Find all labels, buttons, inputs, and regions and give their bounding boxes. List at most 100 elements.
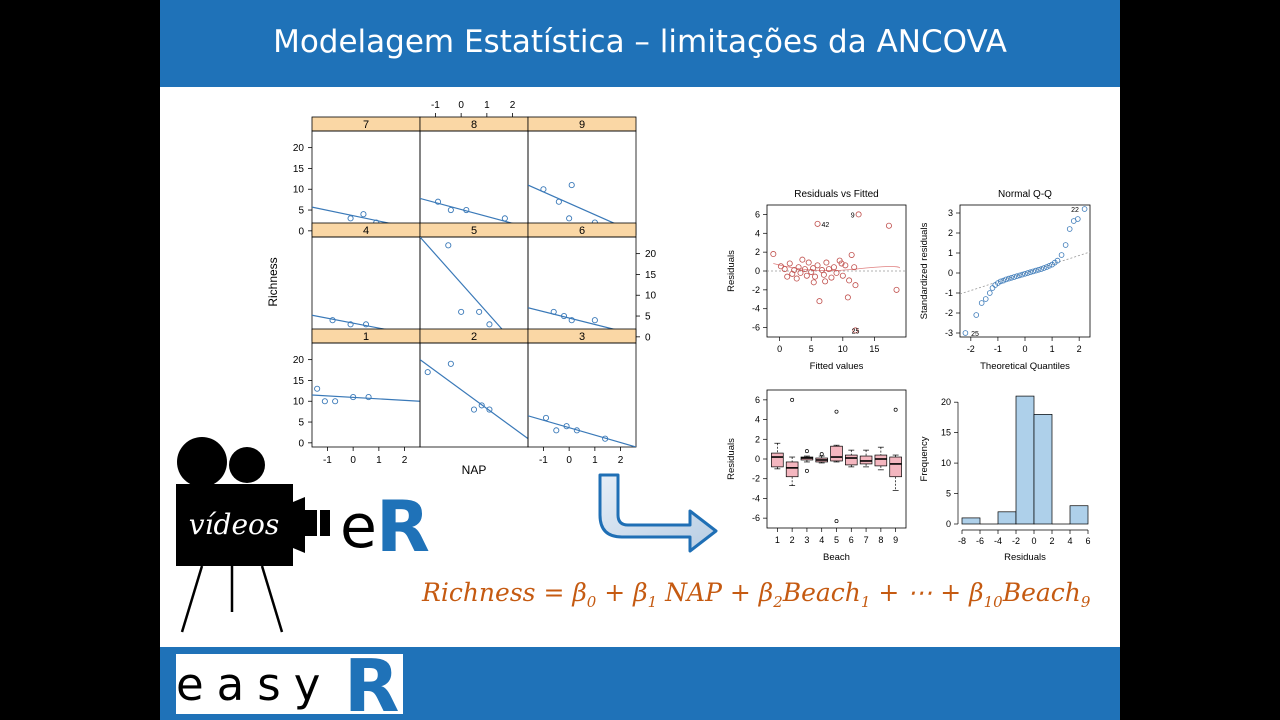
easy-logo-text: easy — [176, 658, 334, 711]
data-point — [791, 267, 798, 274]
y-tick-label: 15 — [645, 270, 657, 281]
data-point — [347, 321, 354, 328]
data-point — [486, 321, 493, 328]
x-tick-label: 9 — [893, 535, 898, 545]
panel-label: 5 — [471, 225, 477, 237]
y-tick-label: 20 — [293, 355, 305, 366]
normal-qq-plot: -2 -1 0 1 2 -3 -2 -1 0 1 2 3 22 25 Normal Q-Q Theoretic… — [919, 189, 1091, 372]
data-point — [1066, 226, 1073, 232]
data-point — [799, 256, 806, 263]
data-point — [1054, 257, 1061, 264]
residuals-vs-fitted-plot: 0 5 10 15 -6 -4 -2 0 2 4 6 42 9 25 Residuals vs Fitted… — [726, 189, 907, 372]
point-annotation: 22 — [1071, 207, 1079, 214]
x-tick-label: -1 — [431, 100, 440, 111]
panel-label: 8 — [471, 119, 477, 131]
plot-title: Residuals vs Fitted — [794, 189, 878, 200]
panel-box — [527, 342, 637, 448]
y-axis-label: Standardized residuals — [919, 222, 930, 319]
panel-label: 6 — [579, 225, 585, 237]
data-point — [360, 211, 367, 218]
x-tick-label: 7 — [864, 535, 869, 545]
panel-box — [419, 236, 529, 342]
x-tick-label: 0 — [458, 100, 464, 111]
panel-label: 1 — [363, 331, 369, 343]
y-tick-label: 2 — [755, 434, 760, 444]
panel-plot-area — [420, 359, 528, 440]
y-tick-label: 5 — [298, 206, 304, 217]
data-point — [814, 220, 821, 227]
footer-bar: easy R — [160, 644, 1120, 720]
x-axis-label: NAP — [462, 463, 487, 477]
data-point — [1014, 273, 1020, 280]
regression-line — [528, 415, 636, 447]
x-tick-label: -2 — [1012, 536, 1020, 546]
x-tick-label: 15 — [869, 344, 879, 354]
data-point — [568, 317, 575, 324]
x-tick-label: 1 — [775, 535, 780, 545]
data-point — [602, 435, 609, 442]
panel-box — [527, 236, 637, 342]
histogram-bar — [1069, 505, 1089, 525]
data-point — [347, 215, 354, 222]
data-point — [812, 273, 819, 280]
data-point — [458, 308, 465, 315]
data-point — [350, 394, 357, 401]
y-tick-label: 0 — [298, 438, 304, 449]
y-tick-label: 6 — [755, 395, 760, 405]
x-tick-label: -1 — [539, 455, 548, 466]
smooth-line — [773, 263, 901, 271]
box — [889, 456, 902, 478]
x-tick-label: -8 — [958, 536, 966, 546]
data-point — [810, 279, 817, 286]
data-point — [447, 360, 454, 367]
x-tick-label: 0 — [350, 455, 356, 466]
x-tick-label: 6 — [1085, 536, 1090, 546]
histogram-bar — [997, 511, 1017, 525]
y-tick-label: 0 — [645, 332, 651, 343]
x-tick-label: 1 — [1050, 344, 1055, 354]
y-tick-label: -2 — [752, 474, 760, 484]
data-point — [463, 206, 470, 214]
plot-title: Normal Q-Q — [998, 189, 1052, 200]
data-point — [314, 385, 321, 392]
data-point — [362, 321, 370, 328]
x-tick-label: 5 — [834, 535, 839, 545]
regression-line — [420, 237, 514, 341]
formula-term: + ⋯ + β10 — [870, 578, 1003, 611]
formula-lhs: Richness — [422, 578, 536, 607]
y-tick-label: 15 — [293, 376, 305, 387]
x-tick-label: 8 — [878, 535, 883, 545]
data-point — [995, 280, 1001, 286]
formula-term: = β0 — [543, 578, 597, 611]
panel-box — [419, 342, 529, 448]
er-logo-r: R — [376, 486, 430, 568]
data-point — [486, 406, 493, 413]
y-tick-label: 10 — [645, 291, 657, 302]
data-point — [848, 251, 855, 258]
data-point — [550, 308, 557, 315]
formula-term: NAP + β2 — [657, 578, 783, 611]
x-tick-label: 2 — [510, 100, 516, 111]
x-tick-label: 2 — [790, 535, 795, 545]
x-tick-label: -4 — [994, 536, 1002, 546]
box — [830, 445, 843, 462]
data-point — [823, 259, 830, 266]
x-axis-label: Fitted values — [810, 361, 864, 372]
panel-label: 2 — [471, 331, 477, 343]
x-tick-label: 0 — [1022, 344, 1027, 354]
data-point — [478, 402, 485, 409]
data-point — [808, 268, 815, 275]
x-tick-label: 0 — [777, 344, 782, 354]
easy-r-logo: easy R — [176, 644, 403, 720]
data-point — [982, 296, 989, 302]
data-point — [1033, 267, 1039, 274]
ancova-formula: Richness = β0 + β1 NAP + β2Beach1 + ⋯ + … — [422, 578, 1090, 611]
data-point — [833, 269, 840, 276]
y-tick-label: -2 — [752, 285, 760, 295]
data-point — [1022, 270, 1028, 277]
data-point — [560, 312, 568, 320]
data-point — [321, 398, 328, 405]
x-axis-label: Theoretical Quantiles — [980, 361, 1070, 372]
panel-label: 4 — [363, 225, 369, 237]
data-point — [1019, 271, 1026, 278]
